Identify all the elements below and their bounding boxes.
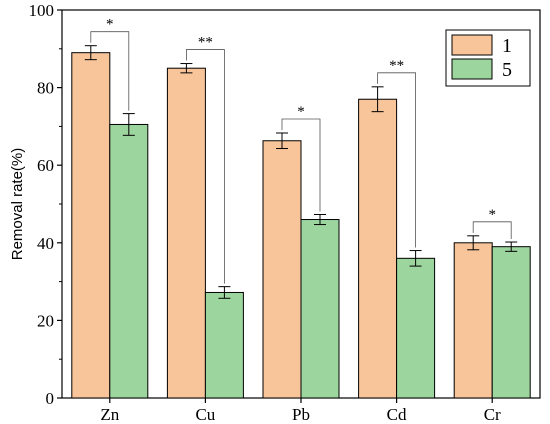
significance-layer: ******* (90, 17, 512, 284)
bar-pb-series-1 (262, 140, 302, 399)
y-tick-label: 100 (29, 1, 55, 20)
x-tick-label-cu: Cu (195, 405, 215, 424)
significance-label: ** (198, 35, 213, 51)
legend-label-series-5: 5 (502, 59, 512, 81)
significance-label: * (297, 104, 305, 120)
bar-cr-series-1 (453, 242, 493, 399)
y-tick-label: 0 (46, 389, 55, 408)
error-bar-cr-series-5 (505, 241, 518, 252)
bar-zn-series-1 (71, 52, 111, 399)
axis-layer: 0 20 40 60 80 100 Zn Cu Pb Cd Cr (29, 1, 502, 424)
significance-bracket-cr: * (472, 207, 512, 240)
legend: 15 (445, 29, 531, 87)
bar-cu-series-5 (204, 291, 244, 399)
significance-label: * (106, 17, 114, 33)
significance-bracket-cu: ** (185, 35, 225, 284)
y-tick-label: 40 (37, 234, 54, 253)
x-tick-label-pb: Pb (292, 405, 310, 424)
x-tick-label-cr: Cr (484, 405, 501, 424)
legend-swatch-series-1 (451, 34, 493, 56)
error-bar-zn-series-1 (84, 45, 97, 61)
error-bar-zn-series-5 (122, 113, 135, 136)
error-bar-cd-series-5 (409, 250, 422, 267)
bar-zn-series-5 (109, 123, 149, 399)
legend-label-series-1: 1 (502, 35, 512, 57)
error-bar-pb-series-5 (314, 213, 326, 226)
bar-cr-series-5 (491, 246, 531, 399)
y-tick-label: 80 (37, 79, 54, 98)
bars-layer (71, 45, 531, 399)
significance-bracket-zn: * (90, 17, 130, 111)
bar-pb-series-5 (300, 219, 340, 399)
x-tick-label-zn: Zn (100, 405, 119, 424)
significance-label: * (488, 207, 496, 223)
y-axis-label: Removal rate(%) (9, 148, 26, 261)
y-tick-label: 60 (37, 156, 54, 175)
y-tick-label: 20 (37, 311, 54, 330)
bar-cu-series-1 (166, 67, 206, 399)
significance-bracket-pb: * (281, 104, 321, 212)
significance-bracket-cd: ** (377, 58, 417, 248)
error-bar-cr-series-1 (467, 235, 480, 251)
error-bar-cu-series-1 (180, 63, 193, 74)
error-bar-pb-series-1 (276, 132, 288, 150)
significance-label: ** (389, 58, 404, 74)
bar-cd-series-5 (396, 257, 436, 399)
error-bar-cu-series-5 (218, 286, 231, 299)
legend-swatch-series-5 (451, 58, 493, 80)
error-bar-cd-series-1 (371, 86, 384, 113)
bar-cd-series-1 (358, 98, 398, 399)
x-tick-label-cd: Cd (387, 405, 407, 424)
